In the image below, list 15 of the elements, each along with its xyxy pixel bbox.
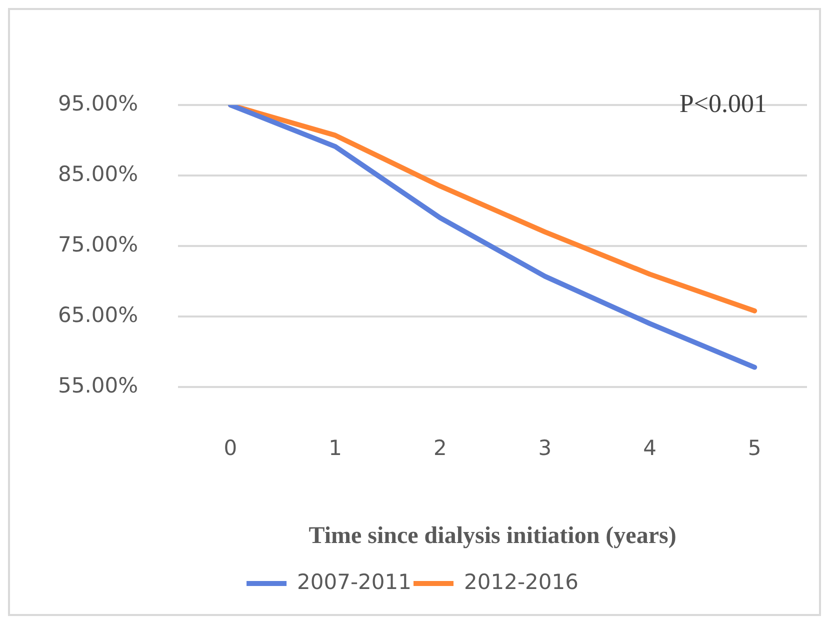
x-tick-label: 1 xyxy=(328,436,342,460)
x-tick-label: 3 xyxy=(538,436,552,460)
y-tick-label: 85.00% xyxy=(58,162,138,186)
y-tick-label: 75.00% xyxy=(58,232,138,256)
x-axis-title: Time since dialysis initiation (years) xyxy=(308,522,676,549)
y-tick-label: 95.00% xyxy=(58,91,138,116)
legend-label: 2007-2011 xyxy=(297,570,412,594)
y-tick-label: 55.00% xyxy=(58,373,138,398)
x-tick-label: 2 xyxy=(433,436,447,460)
annotation: P<0.001 xyxy=(679,88,767,118)
legend-label: 2012-2016 xyxy=(464,570,578,594)
x-tick-label: 0 xyxy=(224,436,238,460)
x-tick-label: 4 xyxy=(643,436,656,460)
x-tick-label: 5 xyxy=(748,436,762,460)
y-tick-label: 65.00% xyxy=(58,302,138,327)
